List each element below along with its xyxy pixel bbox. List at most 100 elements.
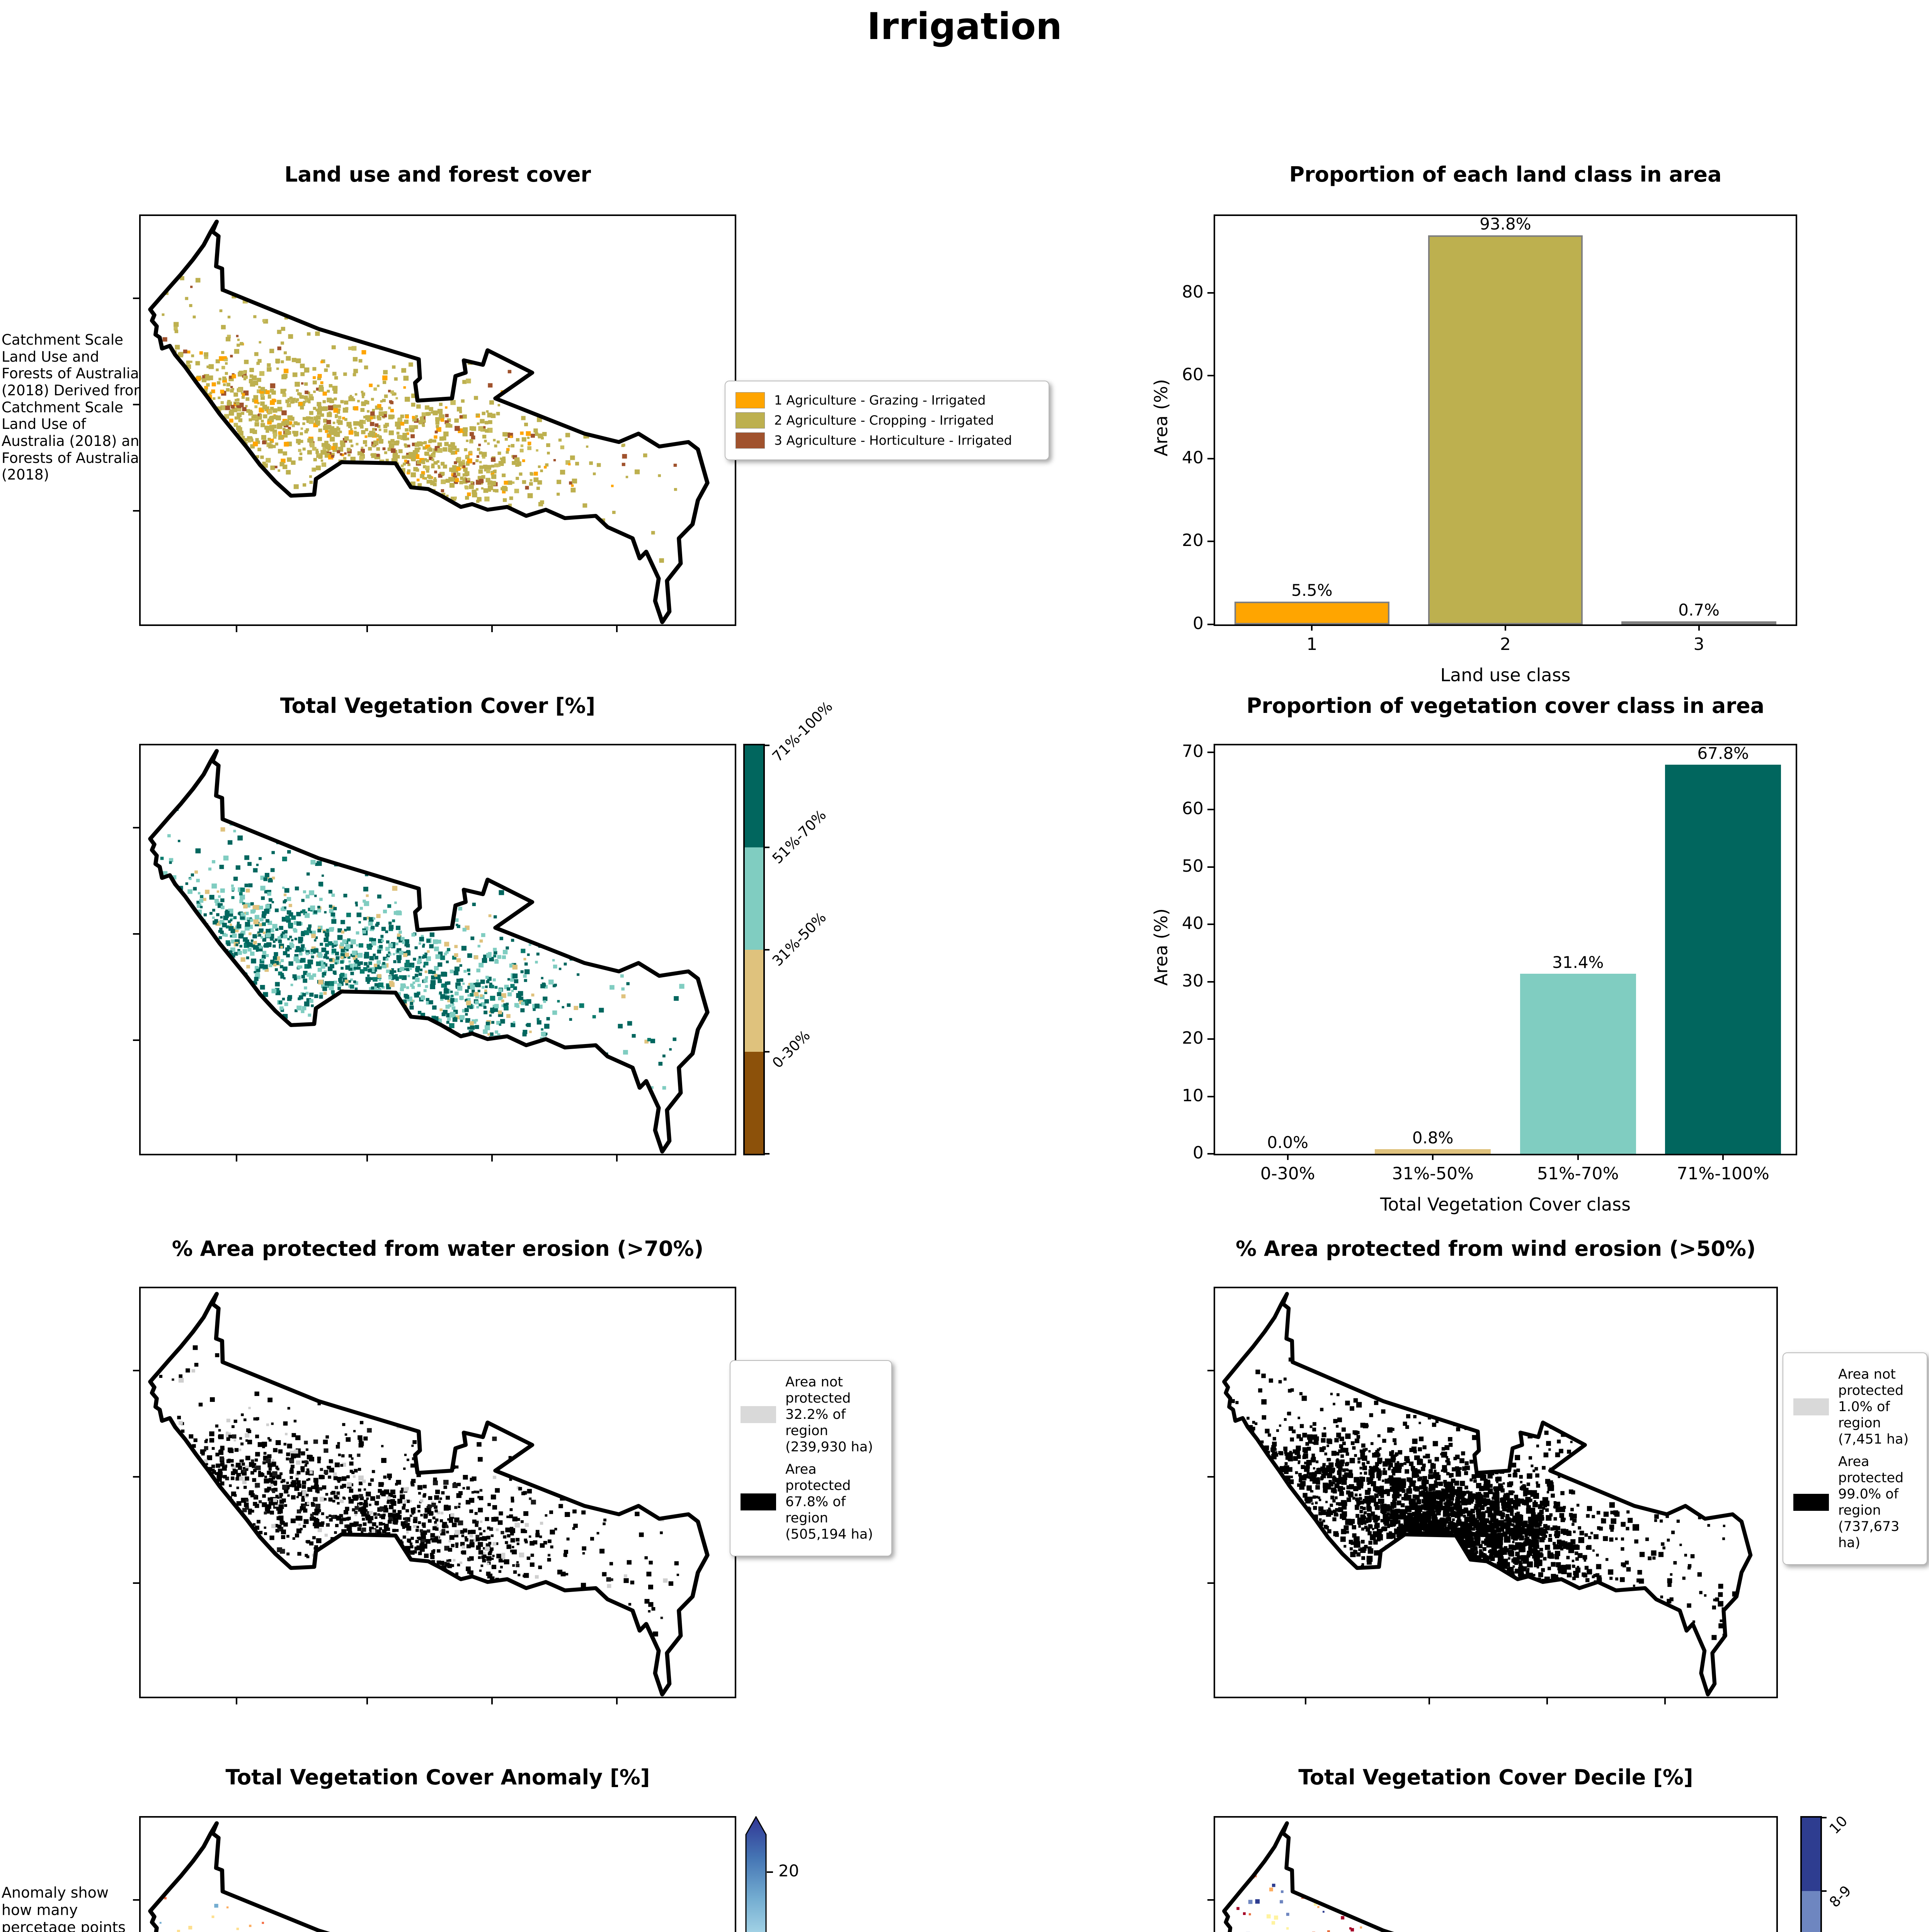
land-use-legend-item: 1 Agriculture - Grazing - Irrigated — [736, 392, 1039, 408]
bar-value-label: 31.4% — [1552, 952, 1604, 972]
map-tick-bottom — [235, 1698, 237, 1704]
decile-colorbar-tick — [1820, 1817, 1827, 1818]
map-tick-left — [1207, 1370, 1214, 1372]
y-tick — [1207, 1095, 1214, 1097]
map-tick-left — [133, 827, 139, 829]
x-tick-label: 0-30% — [1260, 1164, 1315, 1184]
map-tick-bottom — [366, 1155, 368, 1162]
colorbar-label: 31%-50% — [769, 909, 829, 969]
map-tick-bottom — [616, 1155, 618, 1162]
land-use-map — [133, 214, 736, 632]
decile-colorbar-tick — [1820, 1890, 1827, 1892]
map-tick-bottom — [616, 626, 618, 632]
colorbar-segment — [745, 949, 763, 1052]
decile-map-title: Total Vegetation Cover Decile [%] — [1298, 1765, 1693, 1789]
colorbar-tick — [763, 745, 770, 746]
y-axis-label: Area (%) — [1151, 908, 1171, 986]
map-tick-bottom — [491, 626, 493, 632]
bar-value-label: 67.8% — [1697, 744, 1749, 763]
colorbar-segment — [745, 847, 763, 950]
map-tick-bottom — [491, 1155, 493, 1162]
map-tick-bottom — [235, 626, 237, 632]
x-tick-label: 31%-50% — [1392, 1164, 1474, 1184]
x-axis-label: Total Vegetation Cover class — [1380, 1194, 1631, 1215]
x-tick-label: 3 — [1693, 634, 1704, 654]
anomaly-map-title: Total Vegetation Cover Anomaly [%] — [225, 1765, 650, 1789]
anomaly-colorbar-canvas — [745, 1815, 767, 1932]
map-tick-bottom — [1664, 1698, 1666, 1704]
land-use-caption: Catchment Scale Land Use and Forests of … — [2, 332, 148, 483]
water-erosion-map-title: % Area protected from water erosion (>70… — [172, 1236, 704, 1261]
y-axis-label: Area (%) — [1151, 379, 1171, 456]
map-tick-left — [1207, 1899, 1214, 1901]
y-tick-label: 70 — [1182, 741, 1204, 761]
y-tick-label: 50 — [1182, 856, 1204, 876]
land-use-legend-label: 1 Agriculture - Grazing - Irrigated — [774, 393, 986, 408]
land-use-legend-item: 3 Agriculture - Horticulture - Irrigated — [736, 432, 1039, 449]
wind-erosion-legend-label: Area not protected 1.0% of region (7,451… — [1838, 1367, 1909, 1447]
x-axis-label: Land use class — [1440, 665, 1571, 685]
map-tick-left — [133, 1899, 139, 1901]
y-tick — [1207, 981, 1214, 983]
wind-erosion-map-title: % Area protected from wind erosion (>50%… — [1236, 1236, 1756, 1261]
land-use-legend-label: 2 Agriculture - Cropping - Irrigated — [774, 413, 994, 428]
bar-value-label: 0.8% — [1412, 1128, 1454, 1148]
anomaly-colorbar-label: 20 — [778, 1861, 799, 1880]
y-tick — [1207, 624, 1214, 625]
map-tick-left — [133, 933, 139, 935]
y-tick-label: 60 — [1182, 365, 1204, 385]
wind-erosion-legend-item: Area protected 99.0% of region (737,673 … — [1793, 1454, 1917, 1551]
bar-value-label: 0.0% — [1267, 1133, 1309, 1152]
map-tick-left — [133, 298, 139, 299]
map-tick-left — [1207, 1476, 1214, 1478]
land-class-chart: 0 20 40 60 80 Area (%) 5.5% 1 93.8% 2 0.7% 3 Land us… — [1151, 214, 1797, 685]
map-tick-bottom — [366, 626, 368, 632]
decile-colorbar-label: 10 — [1826, 1812, 1851, 1837]
map-tick-left — [133, 1582, 139, 1584]
map-tick-bottom — [1546, 1698, 1548, 1704]
y-tick — [1207, 292, 1214, 294]
y-tick-label: 10 — [1182, 1085, 1204, 1105]
water-erosion-legend: Area not protected 32.2% of region (239,… — [730, 1360, 892, 1556]
wind-erosion-legend-label: Area protected 99.0% of region (737,673 … — [1838, 1454, 1904, 1551]
wind-erosion-legend-item: Area not protected 1.0% of region (7,451… — [1793, 1366, 1917, 1447]
x-tick — [1698, 624, 1700, 631]
wind-erosion-map-canvas — [1222, 1292, 1753, 1697]
y-tick — [1207, 541, 1214, 543]
y-tick — [1207, 751, 1214, 753]
decile-colorbar-segment — [1802, 1891, 1820, 1932]
decile-caption: Deciles show where the pixel value lies … — [901, 1930, 1117, 1932]
anomaly-caption: Anomaly show how many percetage points e… — [2, 1884, 126, 1932]
land-use-map-title: Land use and forest cover — [284, 162, 591, 187]
wind-erosion-legend: Area not protected 1.0% of region (7,451… — [1783, 1352, 1927, 1565]
water-erosion-legend-label: Area not protected 32.2% of region (239,… — [785, 1374, 873, 1455]
colorbar-label: 71%-100% — [769, 698, 836, 765]
land-use-legend-label: 3 Agriculture - Horticulture - Irrigated — [774, 433, 1012, 448]
decile-colorbar-label: 8-9 — [1826, 1882, 1854, 1911]
y-tick — [1207, 923, 1214, 925]
map-tick-left — [133, 1476, 139, 1478]
wind-erosion-legend-swatch — [1793, 1494, 1829, 1511]
anomaly-colorbar-tick — [767, 1871, 773, 1873]
water-erosion-legend-label: Area protected 67.8% of region (505,194 … — [785, 1462, 873, 1542]
map-tick-bottom — [366, 1698, 368, 1704]
y-tick — [1207, 375, 1214, 377]
y-tick-label: 30 — [1182, 971, 1204, 991]
y-tick-label: 60 — [1182, 799, 1204, 819]
map-tick-left — [133, 1039, 139, 1041]
decile-map-canvas — [1222, 1821, 1728, 1932]
y-tick-label: 0 — [1193, 1143, 1204, 1163]
map-tick-bottom — [1305, 1698, 1307, 1704]
x-tick — [1577, 1154, 1579, 1160]
land-use-map-canvas — [148, 219, 710, 624]
water-erosion-map — [133, 1287, 736, 1704]
x-tick — [1722, 1154, 1724, 1160]
land-use-legend-swatch — [736, 412, 765, 429]
y-tick — [1207, 1153, 1214, 1155]
land-use-legend-swatch — [736, 392, 765, 408]
veg-cover-map-title: Total Vegetation Cover [%] — [280, 694, 596, 718]
bar-value-label: 5.5% — [1291, 580, 1333, 600]
land-use-legend-swatch — [736, 432, 765, 449]
wind-erosion-map — [1207, 1287, 1778, 1704]
decile-map — [1207, 1816, 1778, 1932]
